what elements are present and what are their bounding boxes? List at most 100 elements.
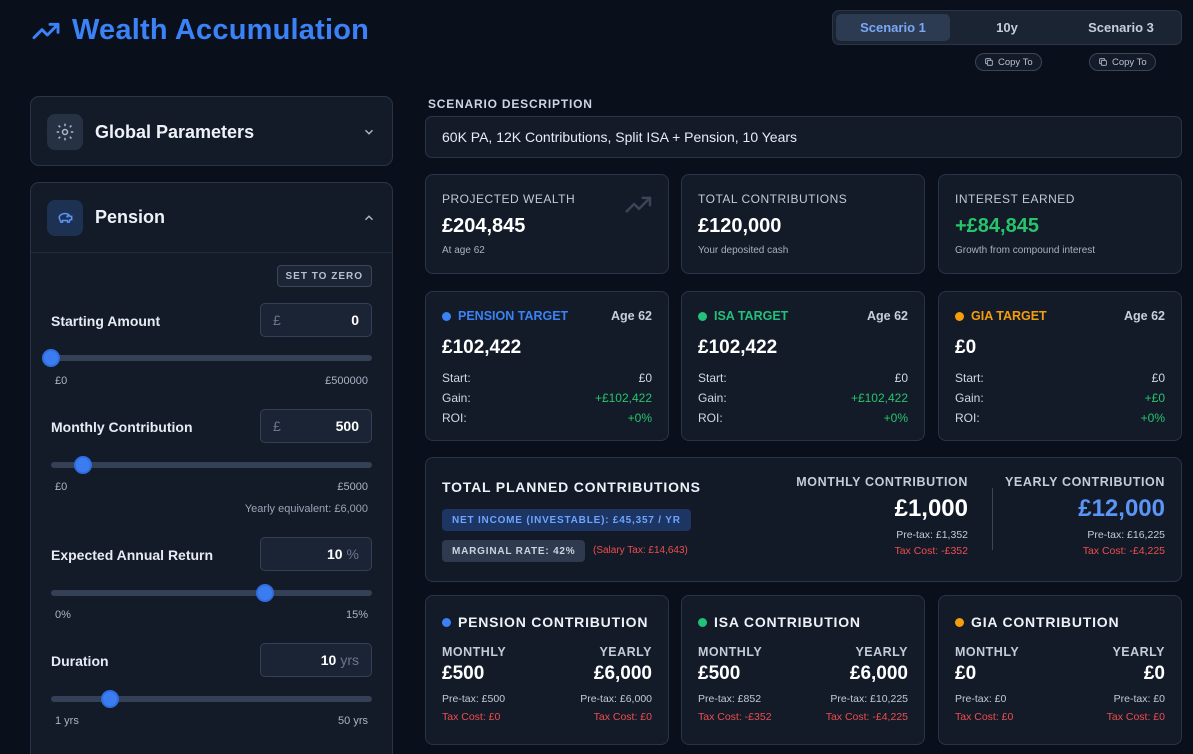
pension-color-dot: [442, 617, 451, 627]
summary-value: £12,000: [1078, 495, 1165, 522]
duration-slider[interactable]: [51, 690, 372, 708]
start-value: £0: [894, 371, 908, 385]
percent-suffix: %: [346, 546, 359, 562]
monthly-value: £500: [442, 663, 485, 684]
target-value: £102,422: [442, 337, 522, 358]
gia-color-dot: [955, 311, 964, 321]
pension-contribution-card: PENSION CONTRIBUTION MONTHLY £500 Pre-ta…: [425, 595, 669, 745]
tab-scenario-3[interactable]: Scenario 3: [1088, 20, 1154, 35]
piggy-bank-icon: [58, 212, 73, 223]
tab-scenario-2[interactable]: 10y: [996, 20, 1018, 35]
slider-thumb[interactable]: [101, 690, 120, 708]
roi-row: ROI: +0%: [698, 411, 908, 425]
yearly-taxcost: Tax Cost: £0: [1106, 711, 1165, 723]
kpi-value: +£84,845: [955, 215, 1039, 237]
starting-amount-slider[interactable]: [42, 349, 372, 367]
summary-taxcost: Tax Cost: -£4,225: [1082, 545, 1165, 557]
yearly-pretax: Pre-tax: £10,225: [830, 693, 908, 705]
monthly-pretax: Pre-tax: £500: [442, 693, 506, 705]
start-value: £0: [638, 371, 652, 385]
contribution-header: PENSION CONTRIBUTION: [442, 614, 648, 630]
slider-min-label: 1 yrs: [55, 715, 79, 727]
gain-value: +£102,422: [850, 391, 908, 405]
kpi-label: TOTAL CONTRIBUTIONS: [698, 192, 848, 206]
roi-label: ROI:: [698, 411, 723, 425]
slider-thumb[interactable]: [74, 456, 93, 474]
yearly-column: YEARLY £6,000 Pre-tax: £6,000 Tax Cost: …: [580, 645, 652, 723]
slider-thumb[interactable]: [256, 584, 275, 602]
isa-contribution-card: ISA CONTRIBUTION MONTHLY £500 Pre-tax: £…: [681, 595, 925, 745]
pension-color-dot: [442, 311, 451, 321]
isa-target-card: ISA TARGET Age 62 £102,422 Start: £0 Gain…: [681, 291, 925, 441]
start-row: Start: £0: [698, 371, 908, 385]
pension-panel-header[interactable]: Pension: [31, 183, 392, 253]
gain-value: +£102,422: [594, 391, 652, 405]
input-value: 10: [326, 546, 343, 562]
expected-return-slider[interactable]: [51, 584, 372, 602]
slider-min-label: £0: [55, 375, 68, 387]
expected-return-label: Expected Annual Return: [51, 547, 214, 563]
monthly-value: £500: [698, 663, 741, 684]
roi-row: ROI: +0%: [955, 411, 1165, 425]
chevron-up-icon[interactable]: [362, 211, 376, 225]
yearly-contribution-summary: YEARLY CONTRIBUTION £12,000 Pre-tax: £16…: [1005, 475, 1165, 557]
page-title: Wealth Accumulation: [30, 14, 369, 47]
slider-max-label: £5000: [337, 481, 368, 493]
salary-tax-note: (Salary Tax: £14,643): [593, 545, 688, 556]
tab-scenario-1[interactable]: Scenario 1: [836, 14, 950, 41]
currency-prefix: £: [273, 312, 281, 328]
monthly-value: £0: [955, 663, 977, 684]
expected-return-input[interactable]: 10 %: [260, 537, 372, 571]
slider-max-label: 15%: [345, 609, 368, 621]
target-age: Age 62: [867, 309, 908, 323]
chevron-down-icon[interactable]: [362, 125, 376, 139]
starting-amount-input[interactable]: £ 0: [260, 303, 372, 337]
summary-pretax: Pre-tax: £16,225: [1087, 529, 1165, 541]
gia-target-card: GIA TARGET Age 62 £0 Start: £0 Gain: +£0 R…: [938, 291, 1182, 441]
monthly-contribution-slider[interactable]: [51, 456, 372, 474]
set-to-zero-button[interactable]: SET TO ZERO: [276, 265, 372, 287]
summary-label: MONTHLY CONTRIBUTION: [796, 475, 968, 489]
copy-to-button-3[interactable]: Copy To: [1089, 53, 1156, 71]
yearly-equivalent-note: Yearly equivalent: £6,000: [244, 503, 368, 515]
gia-contribution-card: GIA CONTRIBUTION MONTHLY £0 Pre-tax: £0 …: [938, 595, 1182, 745]
trending-up-icon: [32, 22, 60, 39]
summary-label: YEARLY CONTRIBUTION: [1004, 475, 1165, 489]
kpi-label: INTEREST EARNED: [955, 192, 1075, 206]
monthly-pretax: Pre-tax: £852: [698, 693, 762, 705]
panel-title: Pension: [95, 207, 166, 227]
starting-amount-label: Starting Amount: [51, 313, 161, 329]
start-label: Start:: [698, 371, 727, 385]
duration-input[interactable]: 10 yrs: [260, 643, 372, 677]
panel-title: Global Parameters: [95, 121, 255, 142]
gain-value: +£0: [1144, 391, 1165, 405]
roi-label: ROI:: [442, 411, 467, 425]
monthly-column: MONTHLY £500 Pre-tax: £852 Tax Cost: -£3…: [698, 645, 772, 723]
monthly-label: MONTHLY: [698, 645, 763, 659]
scenario-description-label: SCENARIO DESCRIPTION: [428, 97, 593, 111]
yearly-column: YEARLY £0 Pre-tax: £0 Tax Cost: £0: [1107, 645, 1165, 723]
copy-to-label: Copy To: [998, 56, 1033, 68]
monthly-label: MONTHLY: [442, 645, 507, 659]
monthly-taxcost: Tax Cost: £0: [442, 711, 501, 723]
roi-value: +0%: [1140, 411, 1165, 425]
scenario-description-input[interactable]: 60K PA, 12K Contributions, Split ISA + P…: [425, 116, 1182, 158]
isa-color-dot: [698, 617, 707, 627]
yearly-label: YEARLY: [599, 645, 652, 659]
copy-to-button-2[interactable]: Copy To: [975, 53, 1042, 71]
global-parameters-panel[interactable]: Global Parameters: [30, 96, 393, 166]
target-value: £0: [955, 337, 977, 358]
yearly-value: £0: [1143, 663, 1165, 684]
total-planned-contributions-card: TOTAL PLANNED CONTRIBUTIONS NET INCOME (…: [425, 457, 1182, 582]
kpi-subtext: Your deposited cash: [698, 245, 789, 256]
target-name: PENSION TARGET: [458, 309, 569, 323]
kpi-value: £120,000: [698, 215, 782, 237]
monthly-pretax: Pre-tax: £0: [955, 693, 1007, 705]
target-age: Age 62: [1124, 309, 1165, 323]
slider-thumb[interactable]: [42, 349, 60, 367]
monthly-contribution-input[interactable]: £ 500: [260, 409, 372, 443]
start-row: Start: £0: [442, 371, 652, 385]
yearly-column: YEARLY £6,000 Pre-tax: £10,225 Tax Cost:…: [826, 645, 908, 723]
slider-max-label: £500000: [325, 375, 368, 387]
isa-color-dot: [698, 311, 707, 321]
